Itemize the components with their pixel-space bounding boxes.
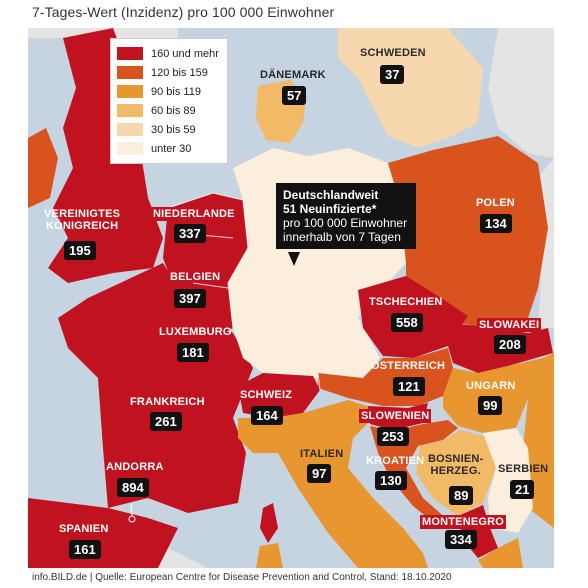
country-label-montenegro: MONTENEGRO xyxy=(420,515,507,529)
country-label-schweiz: SCHWEIZ xyxy=(240,389,293,401)
value-badge-schweiz: 164 xyxy=(251,406,283,425)
legend-item: 60 bis 89 xyxy=(117,101,221,120)
country-label-daenemark: DÄNEMARK xyxy=(260,69,326,81)
region-uk xyxy=(48,28,163,283)
legend: 160 und mehr 120 bis 159 90 bis 119 60 b… xyxy=(110,38,228,164)
value-badge-polen: 134 xyxy=(480,214,512,233)
country-label-slowenien: SLOWENIEN xyxy=(359,409,432,423)
value-badge-oesterreich: 121 xyxy=(393,377,425,396)
value-badge-tschechien: 558 xyxy=(391,313,423,332)
value-badge-ungarn: 99 xyxy=(478,396,503,415)
region-kroatien xyxy=(370,420,458,526)
callout-line: innerhalb von 7 Tagen xyxy=(283,230,401,244)
region-irland xyxy=(28,128,58,208)
country-label-line: HERZEG. xyxy=(430,465,481,477)
region-albanien xyxy=(478,538,523,568)
legend-swatch xyxy=(117,142,143,155)
country-label-tschechien: TSCHECHIEN xyxy=(369,296,443,308)
value-badge-slowenien: 253 xyxy=(377,427,409,446)
callout-pointer xyxy=(288,252,300,266)
country-label-andorra: ANDORRA xyxy=(106,461,164,473)
country-label-slowakei: SLOWAKEI xyxy=(477,318,542,332)
value-badge-niederlande: 337 xyxy=(174,224,206,243)
callout-line: pro 100 000 Einwohner xyxy=(283,216,408,230)
region-korsika xyxy=(260,503,278,543)
legend-swatch xyxy=(117,104,143,117)
country-label-bosnien: BOSNIEN- HERZEG. xyxy=(428,453,483,477)
country-label-vereinigtes-koenigreich: VEREINIGTES KÖNIGREICH xyxy=(44,208,120,232)
country-label-schweden: SCHWEDEN xyxy=(360,47,426,59)
country-label-line: KÖNIGREICH xyxy=(45,220,119,232)
source-footer: info.BILD.de | Quelle: European Centre f… xyxy=(32,572,452,583)
region-frankreich xyxy=(58,263,253,513)
legend-label: 120 bis 159 xyxy=(151,66,208,79)
value-badge-frankreich: 261 xyxy=(150,412,182,431)
legend-label: 90 bis 119 xyxy=(151,85,201,98)
legend-swatch xyxy=(117,123,143,136)
country-label-oesterreich: ÖSTERREICH xyxy=(371,360,446,372)
legend-item: 90 bis 119 xyxy=(117,82,221,101)
legend-swatch xyxy=(117,85,143,98)
legend-label: 60 bis 89 xyxy=(151,104,196,117)
callout-subtitle: 51 Neuinfizierte* xyxy=(283,202,377,216)
legend-item: unter 30 xyxy=(117,139,221,158)
legend-swatch xyxy=(117,66,143,79)
value-badge-kroatien: 130 xyxy=(375,471,407,490)
germany-callout: Deutschlandweit 51 Neuinfizierte* pro 10… xyxy=(276,183,416,249)
value-badge-spanien: 161 xyxy=(69,540,101,559)
legend-item: 30 bis 59 xyxy=(117,120,221,139)
country-label-italien: ITALIEN xyxy=(300,448,344,460)
country-label-ungarn: UNGARN xyxy=(466,380,516,392)
legend-label: unter 30 xyxy=(151,142,192,155)
region-baltic-east xyxy=(488,28,554,158)
region-ungarn xyxy=(443,358,543,433)
region-serbien xyxy=(483,428,533,533)
country-label-frankreich: FRANKREICH xyxy=(130,396,205,408)
legend-label: 160 und mehr xyxy=(151,47,219,60)
country-label-luxemburg: LUXEMBURG xyxy=(159,326,232,338)
value-badge-belgien: 397 xyxy=(174,289,206,308)
legend-swatch xyxy=(117,47,143,60)
value-badge-luxemburg: 181 xyxy=(177,343,209,362)
andorra-leader xyxy=(130,503,133,517)
region-schweden xyxy=(338,28,483,148)
callout-title: Deutschlandweit xyxy=(283,188,379,202)
country-label-polen: POLEN xyxy=(476,197,515,209)
region-sardinien xyxy=(256,543,283,568)
region-bosnien xyxy=(416,430,496,516)
country-label-serbien: SERBIEN xyxy=(498,463,549,475)
map-shapes xyxy=(28,28,554,568)
country-label-niederlande: NIEDERLANDE xyxy=(151,207,237,221)
legend-label: 30 bis 59 xyxy=(151,123,196,136)
value-badge-italien: 97 xyxy=(307,464,332,483)
value-badge-montenegro: 334 xyxy=(445,530,477,549)
value-badge-bosnien: 89 xyxy=(449,486,474,505)
region-italien xyxy=(238,400,428,568)
incidence-map xyxy=(28,28,554,568)
legend-item: 120 bis 159 xyxy=(117,63,221,82)
country-label-belgien: BELGIEN xyxy=(170,271,221,283)
country-label-line: BOSNIEN- xyxy=(428,453,484,465)
region-spanien xyxy=(28,498,178,568)
andorra-marker xyxy=(128,515,136,523)
country-label-kroatien: KROATIEN xyxy=(366,455,425,467)
value-badge-serbien: 21 xyxy=(510,480,535,499)
map-subtitle: 7-Tages-Wert (Inzidenz) pro 100 000 Einw… xyxy=(32,4,335,20)
value-badge-slowakei: 208 xyxy=(494,335,526,354)
country-label-spanien: SPANIEN xyxy=(59,523,109,535)
country-label-line: VEREINIGTES xyxy=(44,208,121,220)
value-badge-schweden: 37 xyxy=(380,65,405,84)
region-polen xyxy=(388,136,548,333)
value-badge-andorra: 894 xyxy=(117,478,149,497)
legend-item: 160 und mehr xyxy=(117,44,221,63)
value-badge-vereinigtes-koenigreich: 195 xyxy=(64,241,96,260)
value-badge-daenemark: 57 xyxy=(282,86,307,105)
